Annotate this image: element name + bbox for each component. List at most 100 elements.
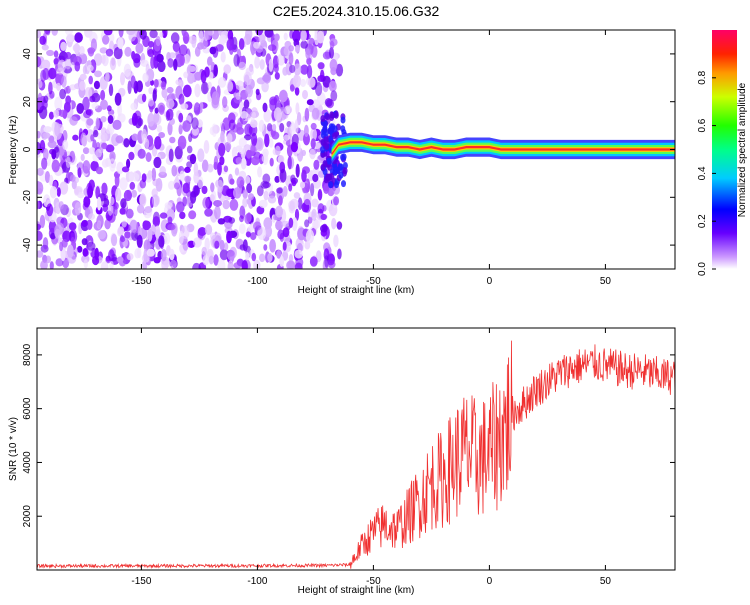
heatmap-cell <box>279 122 285 133</box>
heatmap-cell <box>152 89 157 102</box>
heatmap-cell <box>167 58 174 68</box>
heatmap-cell <box>101 54 106 65</box>
heatmap-cell <box>243 175 251 184</box>
heatmap-cell <box>188 133 193 143</box>
heatmap-cell <box>37 92 43 102</box>
heatmap-cell <box>101 182 108 196</box>
heatmap-cell <box>131 112 138 126</box>
heatmap-cell <box>42 237 49 250</box>
heatmap-cell <box>147 228 153 242</box>
heatmap-cell <box>159 31 164 38</box>
heatmap-cell <box>223 64 231 75</box>
heatmap-cell <box>74 42 80 55</box>
heatmap-cell <box>201 185 208 195</box>
heatmap-cell <box>310 138 316 149</box>
snr-y-tick-label: 6000 <box>22 397 33 420</box>
heatmap-cell <box>193 102 201 116</box>
heatmap-cell <box>167 223 176 231</box>
heatmap-cell <box>151 167 157 181</box>
heatmap-cell <box>128 151 135 161</box>
heatmap-cell <box>178 44 188 56</box>
heatmap-cell <box>235 92 241 101</box>
heatmap-cell <box>238 137 247 148</box>
heatmap-cell <box>342 167 348 175</box>
heatmap-cell <box>220 51 226 63</box>
heatmap-cell <box>333 166 339 174</box>
heatmap-cell <box>234 167 240 176</box>
heatmap-cell <box>51 149 57 160</box>
heatmap-cell <box>274 175 281 183</box>
heatmap-cell <box>248 193 254 201</box>
heatmap-cell <box>166 98 175 109</box>
heatmap-cell <box>109 33 115 43</box>
heatmap-cell <box>166 108 174 121</box>
heatmap-cell <box>136 80 144 93</box>
heatmap-cell <box>194 83 201 98</box>
heatmap-cell <box>204 66 210 78</box>
heatmap-cell <box>167 121 173 136</box>
heatmap-cell <box>39 35 47 46</box>
heatmap-cell <box>74 32 83 43</box>
heatmap-cell <box>53 58 59 65</box>
heatmap-cell <box>320 213 327 221</box>
heatmap-cell <box>193 162 199 176</box>
heatmap-cell <box>217 259 226 269</box>
heatmap-cell <box>159 166 166 176</box>
heatmap-cell <box>325 113 330 121</box>
heatmap-cell <box>213 200 223 207</box>
heatmap-cell <box>147 170 153 179</box>
heatmap-cell <box>61 75 67 88</box>
spectrogram-y-tick-label: -20 <box>22 190 33 205</box>
heatmap-cell <box>153 113 162 126</box>
heatmap-cell <box>120 72 125 86</box>
heatmap-cell <box>306 64 313 79</box>
heatmap-cell <box>263 190 269 201</box>
heatmap-cell <box>88 75 93 85</box>
heatmap-cell <box>262 102 268 113</box>
heatmap-cell <box>201 159 209 173</box>
heatmap-cell <box>57 59 67 72</box>
heatmap-cell <box>306 99 314 106</box>
heatmap-cell <box>53 109 60 118</box>
heatmap-cell <box>131 133 139 141</box>
heatmap-cell <box>37 230 43 241</box>
heatmap-cell <box>316 30 325 44</box>
spectrogram-y-tick-label: 20 <box>22 96 33 108</box>
heatmap-cell <box>275 220 283 231</box>
heatmap-cell <box>46 49 55 57</box>
heatmap-cell <box>216 179 224 193</box>
heatmap-cell <box>67 253 77 264</box>
heatmap-cell <box>329 46 334 59</box>
heatmap-cell <box>243 99 250 109</box>
heatmap-cell <box>288 217 294 228</box>
heatmap-cell <box>235 157 242 165</box>
heatmap-cell <box>186 145 193 154</box>
heatmap-cell <box>299 181 306 189</box>
heatmap-cell <box>95 148 102 158</box>
heatmap-cell <box>260 180 270 189</box>
heatmap-cell <box>190 191 197 204</box>
heatmap-cell <box>233 54 240 67</box>
heatmap-cell <box>154 136 162 150</box>
heatmap-cell <box>232 187 242 199</box>
heatmap-cell <box>329 40 335 49</box>
heatmap-cell <box>69 84 77 91</box>
heatmap-cell <box>317 203 325 214</box>
heatmap-cell <box>86 64 94 72</box>
heatmap-cell <box>242 239 248 252</box>
heatmap-cell <box>59 181 69 195</box>
heatmap-cell <box>219 239 225 251</box>
heatmap-cell <box>163 232 171 245</box>
heatmap-cell <box>102 34 110 45</box>
heatmap-cell <box>79 73 87 81</box>
snr-x-tick-label: -50 <box>366 576 381 587</box>
heatmap-cell <box>47 140 57 149</box>
heatmap-cell <box>117 226 125 235</box>
heatmap-cell <box>263 244 268 251</box>
heatmap-cell <box>175 79 182 86</box>
heatmap-cell <box>97 230 107 240</box>
snr-x-tick-label: 50 <box>600 576 612 587</box>
heatmap-cell <box>323 183 330 194</box>
heatmap-cell <box>279 168 287 183</box>
heatmap-cell <box>45 255 51 264</box>
